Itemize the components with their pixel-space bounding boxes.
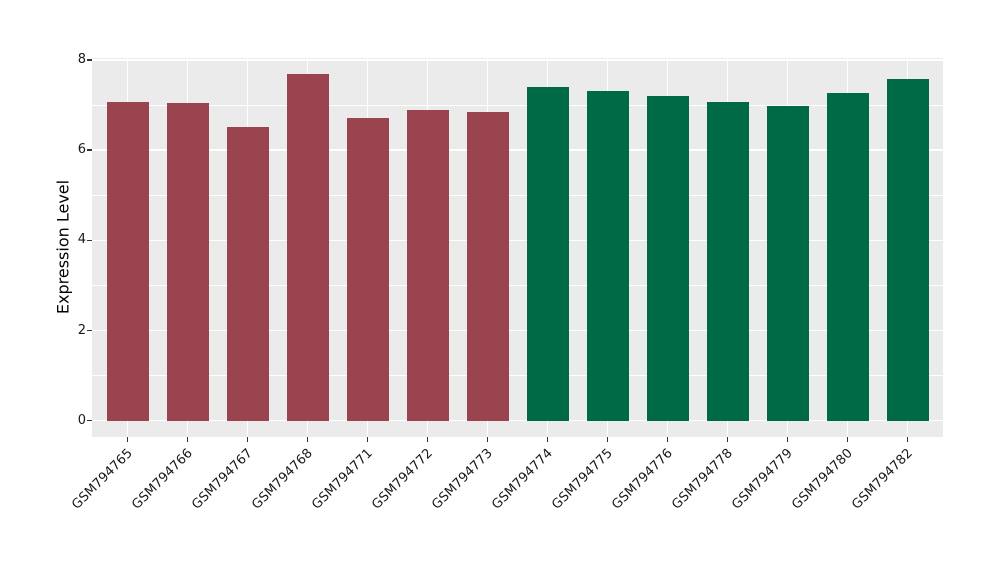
x-tick-mark bbox=[726, 437, 729, 442]
x-tick-mark bbox=[306, 437, 309, 442]
x-tick-label-GSM794774: GSM794774 bbox=[489, 446, 557, 513]
minor-gridline bbox=[92, 284, 943, 286]
y-tick-mark bbox=[87, 149, 92, 151]
bar-GSM794774 bbox=[526, 87, 569, 421]
x-tick-label-GSM794779: GSM794779 bbox=[729, 446, 797, 513]
y-tick-label: 0 bbox=[77, 412, 86, 428]
minor-gridline bbox=[92, 194, 943, 196]
x-tick-mark bbox=[666, 437, 669, 442]
x-tick-mark bbox=[426, 437, 429, 442]
y-tick-mark bbox=[87, 239, 92, 242]
y-tick-label: 8 bbox=[77, 51, 86, 67]
x-tick-mark bbox=[786, 437, 789, 442]
bar-GSM794766 bbox=[166, 102, 209, 421]
x-tick-label-GSM794780: GSM794780 bbox=[789, 446, 857, 513]
bar-GSM794776 bbox=[646, 95, 689, 421]
y-axis-title: Expression Level bbox=[53, 179, 73, 315]
bar-GSM794779 bbox=[766, 106, 809, 421]
y-tick-mark bbox=[87, 329, 92, 332]
x-tick-label-GSM794778: GSM794778 bbox=[669, 446, 737, 513]
x-tick-label-GSM794765: GSM794765 bbox=[69, 446, 137, 513]
major-gridline bbox=[92, 59, 943, 61]
x-tick-mark bbox=[126, 437, 129, 442]
minor-gridline bbox=[92, 104, 943, 106]
y-tick-label: 6 bbox=[77, 142, 86, 158]
x-tick-mark bbox=[546, 437, 549, 442]
major-gridline bbox=[92, 329, 943, 332]
x-tick-mark bbox=[246, 437, 249, 442]
bar-GSM794771 bbox=[346, 118, 389, 421]
x-tick-label-GSM794775: GSM794775 bbox=[549, 446, 617, 513]
bar-GSM794765 bbox=[106, 102, 149, 421]
bar-GSM794780 bbox=[826, 92, 869, 421]
bar-GSM794782 bbox=[886, 78, 929, 421]
x-tick-mark bbox=[606, 437, 609, 442]
y-tick-mark bbox=[87, 59, 92, 61]
x-tick-label-GSM794767: GSM794767 bbox=[189, 446, 257, 513]
major-gridline bbox=[92, 149, 943, 151]
major-gridline bbox=[92, 419, 943, 422]
bar-GSM794772 bbox=[406, 109, 449, 421]
x-tick-mark bbox=[486, 437, 489, 442]
x-tick-label-GSM794766: GSM794766 bbox=[129, 446, 197, 513]
chart-panel bbox=[92, 58, 943, 437]
x-tick-label-GSM794771: GSM794771 bbox=[309, 446, 377, 513]
bar-GSM794768 bbox=[286, 74, 329, 421]
minor-gridline bbox=[92, 375, 943, 377]
x-tick-label-GSM794773: GSM794773 bbox=[429, 446, 497, 513]
x-tick-mark bbox=[186, 437, 189, 442]
y-tick-label: 4 bbox=[77, 232, 86, 248]
y-tick-label: 2 bbox=[77, 322, 86, 338]
x-tick-mark bbox=[906, 437, 909, 442]
x-tick-label-GSM794782: GSM794782 bbox=[849, 446, 917, 513]
x-tick-label-GSM794776: GSM794776 bbox=[609, 446, 677, 513]
major-gridline bbox=[92, 239, 943, 242]
x-tick-label-GSM794768: GSM794768 bbox=[249, 446, 317, 513]
bar-GSM794773 bbox=[466, 111, 509, 421]
x-tick-label-GSM794772: GSM794772 bbox=[369, 446, 437, 513]
y-tick-mark bbox=[87, 419, 92, 422]
bar-GSM794767 bbox=[226, 126, 269, 421]
bar-GSM794778 bbox=[706, 101, 749, 421]
bar-GSM794775 bbox=[586, 90, 629, 421]
x-tick-mark bbox=[366, 437, 369, 442]
x-tick-mark bbox=[846, 437, 849, 442]
